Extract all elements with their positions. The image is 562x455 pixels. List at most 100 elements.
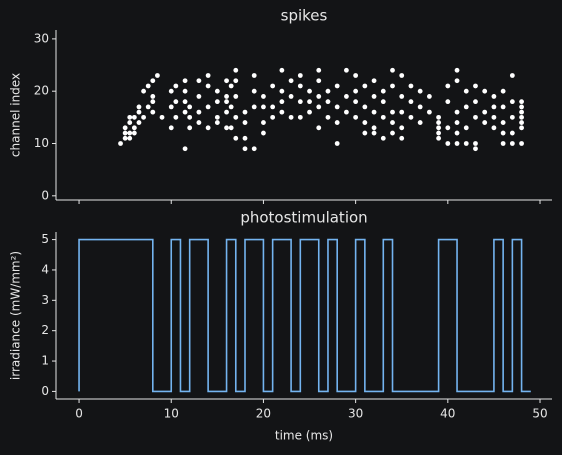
spike-point: [122, 125, 128, 131]
spike-point: [445, 99, 451, 105]
spike-point: [390, 130, 395, 136]
spike-point: [390, 120, 395, 125]
spike-point: [519, 120, 524, 125]
spike-point: [334, 141, 340, 146]
spike-point: [408, 99, 414, 105]
spike-point: [380, 99, 386, 105]
spike-point: [168, 88, 174, 94]
spike-point: [297, 73, 303, 78]
spike-point: [251, 146, 257, 152]
spike-point: [509, 73, 515, 78]
spike-point: [196, 120, 202, 125]
spike-point: [150, 99, 156, 105]
spike-point: [279, 88, 285, 94]
spike-point: [390, 109, 395, 115]
spike-point: [270, 114, 276, 120]
spike-point: [436, 135, 442, 141]
spike-point: [353, 99, 359, 105]
y-tick-label: 4: [41, 262, 49, 276]
spike-point: [380, 135, 386, 141]
spike-point: [500, 88, 506, 94]
spike-point: [228, 83, 234, 89]
spike-point: [325, 114, 331, 120]
spike-point: [288, 114, 294, 120]
spike-point: [500, 141, 506, 146]
spike-point: [316, 125, 322, 131]
spike-point: [371, 125, 377, 131]
spike-point: [473, 114, 478, 120]
spike-point: [173, 83, 179, 89]
spike-point: [182, 88, 188, 94]
spike-point: [509, 99, 515, 105]
spike-point: [155, 73, 160, 78]
spike-point: [131, 114, 137, 120]
x-tick-label: 50: [532, 407, 547, 421]
x-axis-label: time (ms): [275, 429, 333, 443]
spike-point: [454, 141, 460, 146]
spike-point: [279, 99, 285, 105]
y-axis-label: channel index: [9, 73, 23, 157]
spike-point: [196, 109, 202, 115]
spike-point: [436, 125, 442, 131]
y-tick-label: 0: [41, 384, 49, 398]
spike-point: [150, 109, 156, 115]
y-tick-label: 20: [34, 84, 49, 98]
spike-point: [127, 114, 133, 120]
y-tick-label: 1: [41, 354, 49, 368]
spike-point: [454, 78, 460, 84]
spike-point: [362, 104, 368, 110]
spike-point: [224, 99, 229, 105]
spike-point: [187, 125, 193, 131]
spike-point: [408, 114, 414, 120]
spike-point: [362, 120, 368, 125]
spike-point: [307, 109, 312, 115]
y-tick-label: 2: [41, 323, 49, 337]
stimulus-line: [78, 238, 531, 393]
spike-point: [344, 67, 349, 73]
spike-point: [500, 130, 506, 136]
spike-point: [214, 99, 220, 105]
spike-point: [334, 83, 340, 89]
spike-point: [131, 125, 137, 131]
spike-point: [261, 120, 266, 125]
spike-point: [122, 135, 128, 141]
spike-point: [297, 114, 303, 120]
spike-point: [141, 114, 146, 120]
spike-point: [214, 114, 220, 120]
spike-point: [173, 99, 179, 105]
spike-point: [242, 135, 248, 141]
spike-point: [307, 99, 312, 105]
spike-point: [436, 120, 442, 125]
spike-point: [233, 78, 239, 84]
spike-point: [353, 73, 359, 78]
spike-point: [307, 88, 312, 94]
spike-point: [519, 141, 524, 146]
y-axis-label: irradiance (mW/mm²): [9, 251, 23, 380]
spike-point: [519, 109, 524, 115]
x-tick-label: 30: [348, 407, 363, 421]
spike-point: [473, 141, 478, 146]
spike-point: [279, 109, 285, 115]
title: spikes: [281, 7, 328, 25]
spike-point: [325, 88, 331, 94]
spike-point: [233, 114, 239, 120]
spike-point: [500, 104, 506, 110]
spike-point: [454, 130, 460, 136]
spike-point: [233, 135, 239, 141]
spike-point: [473, 83, 478, 89]
spike-point: [127, 120, 133, 125]
spike-point: [196, 94, 202, 99]
y-tick-label: 3: [41, 293, 49, 307]
spike-point: [445, 83, 451, 89]
spike-point: [131, 130, 137, 136]
x-tick-label: 20: [256, 407, 271, 421]
spike-point: [482, 88, 488, 94]
spike-point: [205, 83, 211, 89]
spike-point: [436, 130, 442, 136]
spike-point: [261, 130, 266, 136]
spike-point: [408, 83, 414, 89]
spike-point: [500, 120, 506, 125]
spike-point: [426, 94, 432, 99]
spike-point: [261, 104, 266, 110]
spike-point: [182, 99, 188, 105]
